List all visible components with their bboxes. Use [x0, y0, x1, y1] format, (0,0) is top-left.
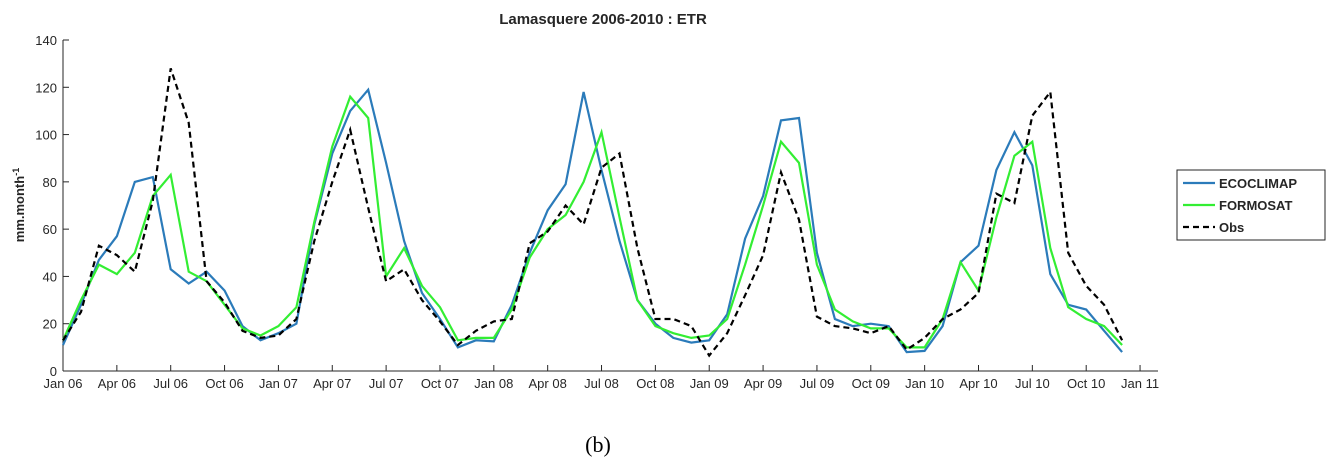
y-label-base: mm.month	[12, 176, 27, 243]
x-tick-label: Apr 08	[529, 376, 567, 391]
x-tick-label: Apr 07	[313, 376, 351, 391]
x-tick-label: Jul 06	[153, 376, 188, 391]
caption: (b)	[585, 432, 611, 457]
series-line	[61, 87, 1123, 354]
x-tick-label: Apr 09	[744, 376, 782, 391]
x-tick-label: Jul 09	[800, 376, 835, 391]
x-tick-label: Oct 08	[636, 376, 674, 391]
x-tick-label: Jan 11	[1121, 376, 1159, 391]
y-tick-label: 0	[50, 364, 57, 379]
series-line	[62, 68, 1124, 358]
x-tick-label: Jan 07	[259, 376, 298, 391]
x-tick-label: Apr 06	[98, 376, 136, 391]
y-tick-label: 40	[43, 269, 57, 284]
x-tick-label: Jul 10	[1015, 376, 1050, 391]
x-tick-label: Jan 06	[43, 376, 82, 391]
x-tick-label: Oct 09	[852, 376, 890, 391]
y-tick-label: 120	[35, 80, 57, 95]
y-tick-label: 100	[35, 128, 57, 143]
x-tick-label: Apr 10	[959, 376, 997, 391]
y-tick-label: 80	[43, 175, 57, 190]
y-axis-label: mm.month-1	[11, 168, 27, 242]
y-tick-label: 20	[43, 317, 57, 332]
x-tick-label: Jul 07	[369, 376, 404, 391]
x-tick-label: Oct 06	[205, 376, 243, 391]
x-tick-label: Jul 08	[584, 376, 619, 391]
x-tick-label: Jan 10	[905, 376, 944, 391]
x-tick-label: Jan 09	[690, 376, 729, 391]
chart-title: Lamasquere 2006-2010 : ETR	[499, 11, 707, 28]
y-label-sup: -1	[11, 168, 21, 176]
x-tick-label: Oct 10	[1067, 376, 1105, 391]
x-tick-label: Oct 07	[421, 376, 459, 391]
legend-label: ECOCLIMAP	[1219, 176, 1297, 191]
x-tick-label: Jan 08	[474, 376, 513, 391]
legend-label: Obs	[1219, 220, 1244, 235]
y-tick-label: 60	[43, 222, 57, 237]
legend-label: FORMOSAT	[1219, 198, 1292, 213]
y-tick-label: 140	[35, 33, 57, 48]
